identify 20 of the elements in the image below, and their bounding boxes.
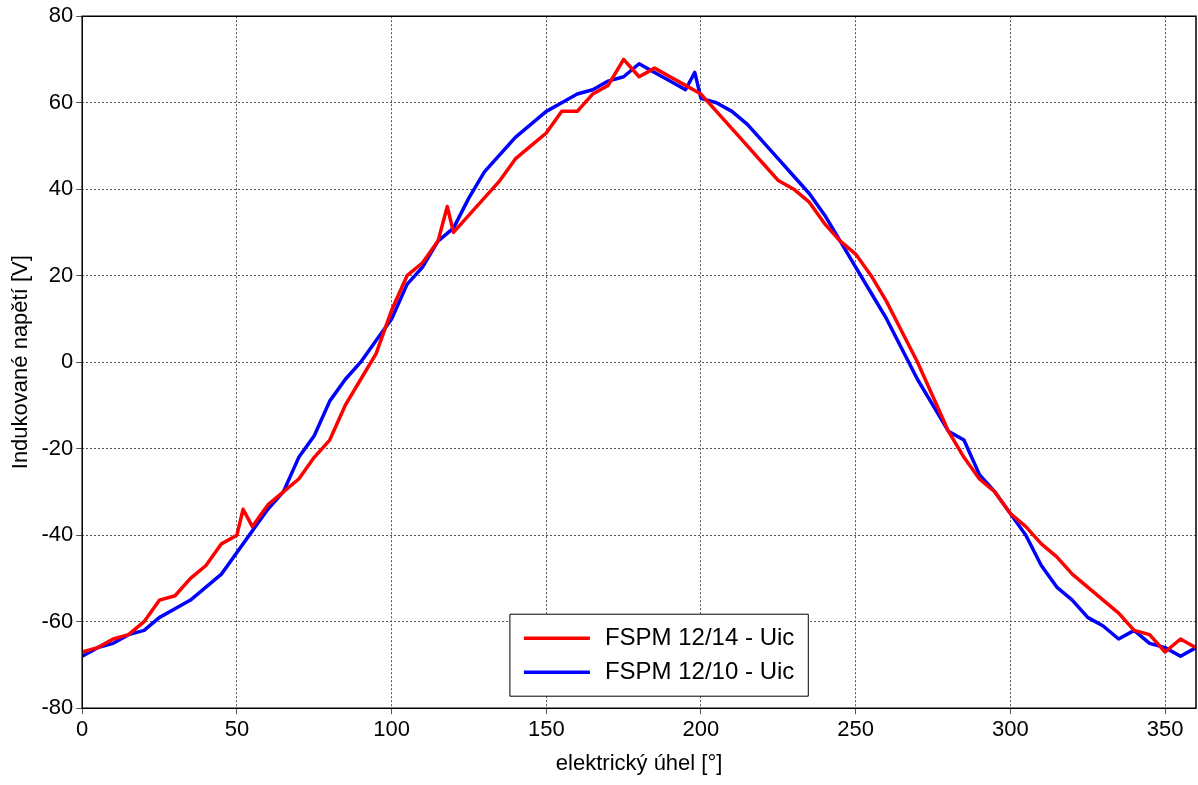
y-tick-label: 80: [48, 2, 74, 28]
y-axis-title: Indukované napětí [V]: [7, 255, 33, 470]
x-tick-label: 200: [682, 716, 720, 742]
y-tick-label: -40: [41, 521, 74, 547]
x-axis-title: elektrický úhel [°]: [555, 749, 723, 775]
legend-label: FSPM 12/10 - Uic: [604, 656, 795, 684]
y-tick-label: -80: [41, 694, 74, 720]
y-tick-label: 0: [60, 348, 74, 374]
y-tick-label: -20: [41, 434, 74, 460]
y-tick-label: 40: [48, 175, 74, 201]
y-tick-label: 20: [48, 261, 74, 287]
x-tick-label: 250: [837, 716, 875, 742]
x-tick-label: 350: [1146, 716, 1184, 742]
x-tick-label: 300: [992, 716, 1029, 742]
x-tick-label: 50: [224, 716, 250, 742]
x-tick-label: 100: [373, 716, 410, 742]
y-tick-label: 60: [48, 88, 74, 114]
legend-label: FSPM 12/14 - Uic: [604, 622, 795, 650]
y-tick-label: -60: [41, 607, 74, 633]
x-tick-label: 150: [527, 716, 565, 742]
